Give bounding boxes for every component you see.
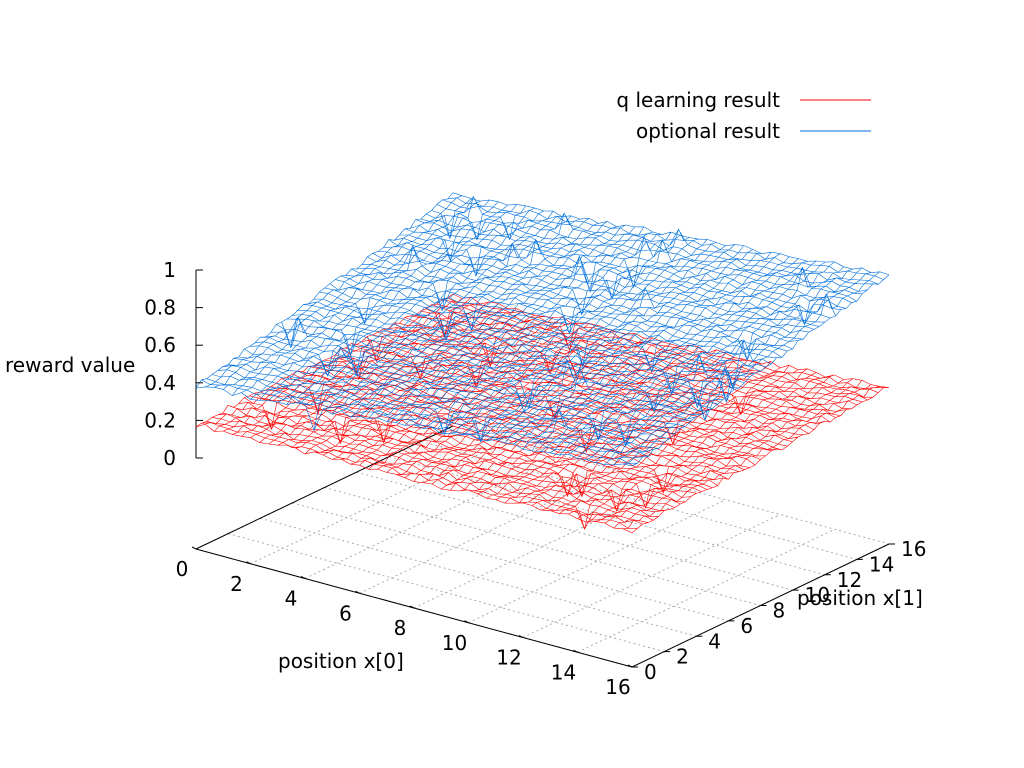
surface-mesh <box>195 293 890 534</box>
legend-label-q-learning: q learning result <box>616 88 780 112</box>
surface-q-learning <box>195 293 890 534</box>
surface-optional <box>195 192 890 467</box>
x0-tick-label: 14 <box>551 660 576 684</box>
z-tick-label: 0.4 <box>144 371 176 395</box>
x0-tick-label: 4 <box>285 587 298 611</box>
x1-tick-label: 6 <box>740 614 753 638</box>
x1-tick-label: 16 <box>901 537 926 561</box>
grid-line-x1 <box>420 440 858 560</box>
x0-tick-label: 12 <box>496 646 521 670</box>
x0-tick-label: 16 <box>605 675 630 699</box>
x1-tick-label: 2 <box>676 645 689 669</box>
x0-tick-mark <box>300 576 306 579</box>
z-axis-label: reward value <box>5 353 135 377</box>
x1-axis-line-back <box>195 425 454 550</box>
x0-tick-label: 10 <box>442 631 467 655</box>
x0-tick-label: 2 <box>230 572 243 596</box>
x0-tick-mark <box>355 590 360 594</box>
x0-tick-mark <box>627 664 633 668</box>
x1-tick-label: 12 <box>837 568 862 592</box>
y-axis-label: position x[1] <box>797 586 923 610</box>
x0-tick-mark <box>573 649 578 653</box>
surface-mesh <box>195 192 890 467</box>
z-tick-label: 0.6 <box>144 333 176 357</box>
surfaces <box>195 192 890 534</box>
grid-line-x1 <box>324 487 761 606</box>
x0-tick-label: 6 <box>339 601 352 625</box>
grid-line-x1 <box>356 471 793 591</box>
x0-tick-mark <box>191 546 197 550</box>
x1-tick-label: 0 <box>644 660 657 684</box>
x0-tick-label: 8 <box>394 616 407 640</box>
x1-tick-label: 8 <box>773 599 786 623</box>
x-axis-label: position x[0] <box>278 649 404 673</box>
x0-tick-mark <box>246 561 251 565</box>
z-tick-label: 1 <box>163 258 176 282</box>
legend: q learning result optional result <box>616 88 871 143</box>
z-tick-label: 0.2 <box>144 408 176 432</box>
x1-tick-label: 14 <box>869 552 894 576</box>
x1-tick-label: 4 <box>708 629 721 653</box>
z-tick-label: 0 <box>163 446 176 470</box>
grid-line-x0 <box>468 499 726 624</box>
x0-tick-mark <box>409 605 415 609</box>
legend-label-optional: optional result <box>636 119 780 143</box>
z-tick-label: 0.8 <box>144 296 176 320</box>
x0-tick-mark <box>464 620 469 624</box>
grid-line-x1 <box>388 456 825 576</box>
x0-tick-mark <box>518 635 524 638</box>
x0-tick-label: 0 <box>176 557 189 581</box>
x1-tick-label: 10 <box>805 583 830 607</box>
